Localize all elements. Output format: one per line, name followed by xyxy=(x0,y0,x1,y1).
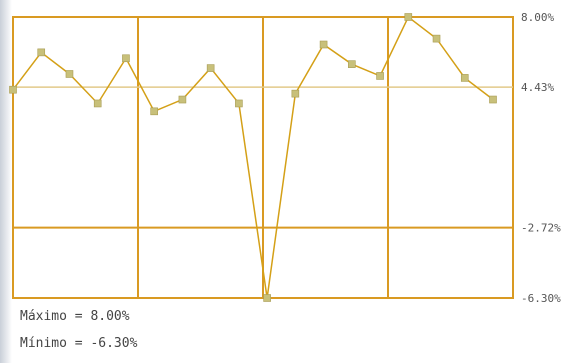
y-tick-label: 8.00% xyxy=(521,11,554,24)
data-point xyxy=(489,95,497,104)
data-point xyxy=(93,99,102,108)
data-point xyxy=(404,13,413,21)
y-tick-label: -6.30% xyxy=(521,292,561,305)
data-point xyxy=(65,70,74,78)
series-line xyxy=(12,15,494,299)
maximum-label: Máximo = 8.00% xyxy=(20,309,130,324)
data-point xyxy=(460,74,469,82)
data-point xyxy=(432,34,441,43)
y-axis-tick-labels: 8.00% 4.43% -2.72% -6.30% xyxy=(521,11,561,305)
data-point xyxy=(178,95,187,104)
data-point xyxy=(37,48,46,57)
minimum-label: Mínimo = -6.30% xyxy=(20,336,138,351)
data-point xyxy=(319,40,328,49)
data-point xyxy=(376,72,384,80)
data-point xyxy=(235,99,243,108)
y-tick-label: 4.43% xyxy=(521,81,554,94)
chart-grid xyxy=(12,16,514,299)
data-point xyxy=(122,54,130,63)
data-point xyxy=(150,107,158,116)
data-point xyxy=(348,60,356,68)
data-point xyxy=(206,64,215,72)
y-tick-label: -2.72% xyxy=(521,222,561,235)
data-point xyxy=(263,294,271,302)
data-point xyxy=(9,85,17,94)
series-line-layer xyxy=(12,15,494,299)
data-point xyxy=(291,89,300,98)
left-edge-shading xyxy=(0,0,12,363)
data-point-layer xyxy=(9,13,497,302)
